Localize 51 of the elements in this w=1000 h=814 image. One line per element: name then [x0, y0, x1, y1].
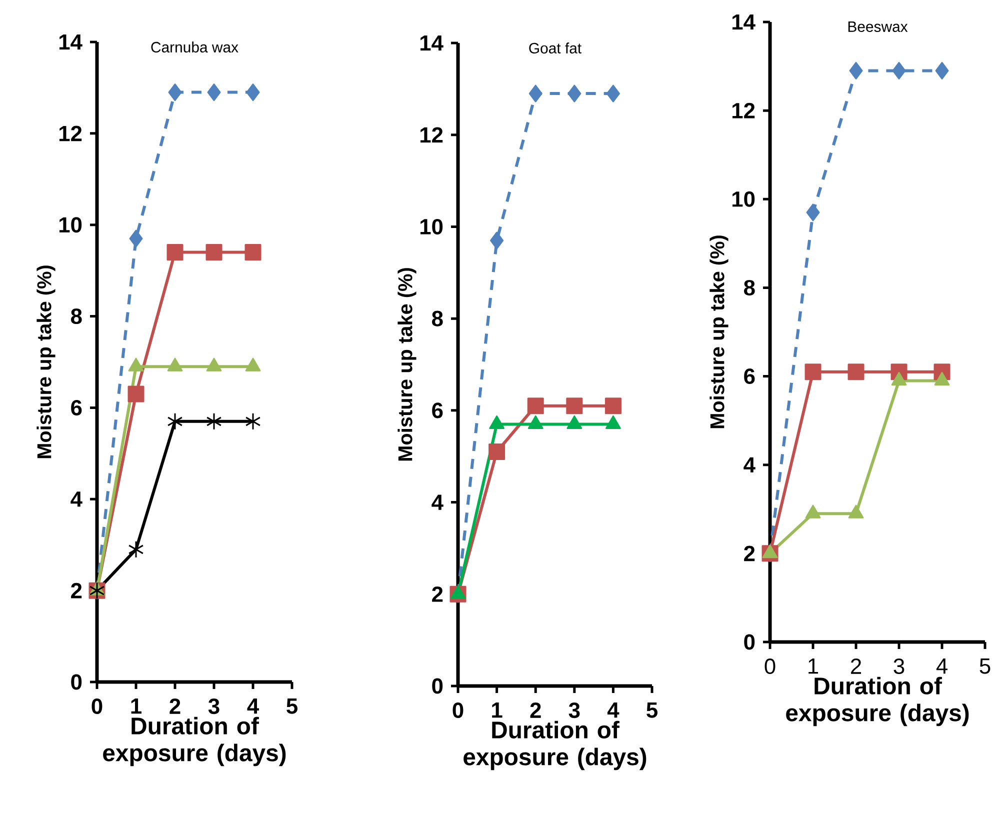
- x-tick-label: 0: [92, 698, 102, 714]
- y-tick-label: 10: [59, 217, 82, 233]
- x-tick-label: 5: [646, 702, 658, 718]
- x-tick-label: 2: [851, 658, 862, 674]
- x-tick-label: 2: [530, 702, 541, 718]
- x-tick-label: 0: [452, 702, 464, 718]
- x-tick-label: 0: [764, 658, 776, 674]
- x-axis-title: Duration of exposure (days): [103, 716, 286, 766]
- y-tick-label: 6: [432, 402, 443, 418]
- y-tick-label: 14: [732, 14, 756, 30]
- y-tick-label: 12: [59, 126, 82, 142]
- y-tick-label: 6: [71, 400, 82, 416]
- y-tick-label: 4: [744, 457, 756, 472]
- y-tick-label: 2: [432, 586, 443, 602]
- y-tick-label: 14: [420, 35, 444, 51]
- x-tick-label: 1: [808, 658, 818, 674]
- chart-title: Beeswax: [848, 22, 908, 32]
- y-tick-label: 10: [420, 218, 443, 234]
- x-tick-label: 2: [170, 698, 180, 714]
- x-axis-title: Duration of exposure (days): [464, 720, 646, 770]
- y-tick-label: 14: [59, 34, 82, 50]
- y-tick-label: 8: [432, 310, 443, 326]
- y-tick-label: 2: [744, 546, 755, 562]
- y-axis-title: Moisture up take (%): [398, 268, 416, 461]
- y-axis-title: Moisture up take (%): [36, 266, 56, 458]
- x-tick-label: 5: [286, 698, 298, 714]
- y-axis-title: Moisture up take (%): [710, 236, 728, 428]
- x-tick-label: 3: [894, 658, 904, 674]
- x-tick-label: 1: [131, 698, 142, 714]
- x-tick-label: 3: [208, 698, 220, 714]
- y-tick-label: 12: [420, 127, 443, 143]
- chart-title: Goat fat: [529, 42, 582, 54]
- y-tick-label: 2: [71, 582, 82, 598]
- chart-title: Carnuba wax: [151, 42, 238, 53]
- y-tick-label: 10: [732, 191, 755, 207]
- y-tick-label: 0: [432, 678, 443, 694]
- y-tick-label: 12: [732, 102, 755, 118]
- x-tick-label: 5: [980, 658, 990, 674]
- y-tick-label: 4: [70, 492, 82, 507]
- y-tick-label: 8: [744, 280, 755, 296]
- x-tick-label: 1: [492, 702, 502, 718]
- y-tick-label: 8: [70, 308, 82, 324]
- x-tick-label: 4: [247, 698, 259, 714]
- y-tick-label: 0: [71, 674, 82, 690]
- x-tick-label: 4: [607, 702, 620, 718]
- x-tick-label: 3: [568, 702, 580, 718]
- x-axis-title: Duration of exposure (days): [786, 676, 969, 726]
- y-tick-label: 0: [744, 634, 755, 650]
- x-tick-label: 4: [936, 658, 948, 674]
- y-tick-label: 6: [744, 368, 755, 384]
- y-tick-label: 4: [432, 494, 444, 510]
